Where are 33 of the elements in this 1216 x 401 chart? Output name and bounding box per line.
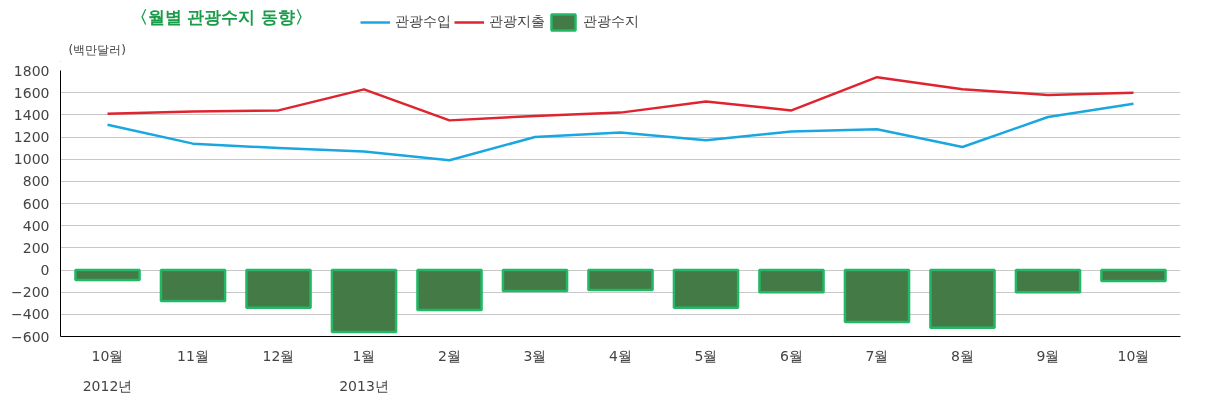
x-tick-label: 4월: [609, 347, 632, 364]
category-label: 1월 2013년: [339, 347, 389, 394]
y-tick-label: −200: [11, 284, 50, 301]
line-series: [106, 75, 1135, 122]
legend-label: 관광수지: [583, 13, 639, 31]
x-tick-label: 11월: [177, 347, 209, 364]
x-tick-label: 9월: [1036, 347, 1060, 364]
legend-label: 관광지출: [489, 13, 545, 31]
y-tick-label: 1200: [13, 129, 50, 145]
y-tick-label: 1600: [13, 84, 50, 101]
y-tick-label: −400: [11, 306, 50, 323]
x-tick-label: 8월: [951, 347, 974, 364]
x-tick-label: 12월: [262, 347, 295, 364]
y-tick-label: 600: [22, 195, 50, 212]
x-tick-label: 2월: [438, 347, 461, 364]
y-tick-label: 800: [22, 173, 50, 190]
legend-label: 관광수입: [395, 13, 451, 31]
x-tick-label: 10월: [1117, 347, 1150, 364]
y-tick-label: −600: [11, 328, 50, 345]
x-tick-label: 7월: [865, 347, 889, 364]
x-tick-label: 6월: [780, 347, 803, 364]
y-axis-title: (백만달러): [68, 42, 126, 57]
y-tick-label: 1000: [13, 151, 50, 168]
y-tick-label: 400: [22, 217, 50, 234]
chart-title: 〈월별 관광수지 동향〉: [130, 6, 313, 27]
line-series: [106, 102, 1135, 162]
y-tick-label: 1400: [13, 106, 50, 123]
category-label: 10월 2012년: [82, 347, 133, 394]
y-tick-label: 0: [40, 262, 50, 278]
y-tick-label: 200: [22, 239, 50, 256]
x-tick-label: 3월: [523, 347, 547, 364]
y-tick-label: 1800: [13, 62, 50, 79]
x-tick-label: 5월: [694, 347, 718, 364]
